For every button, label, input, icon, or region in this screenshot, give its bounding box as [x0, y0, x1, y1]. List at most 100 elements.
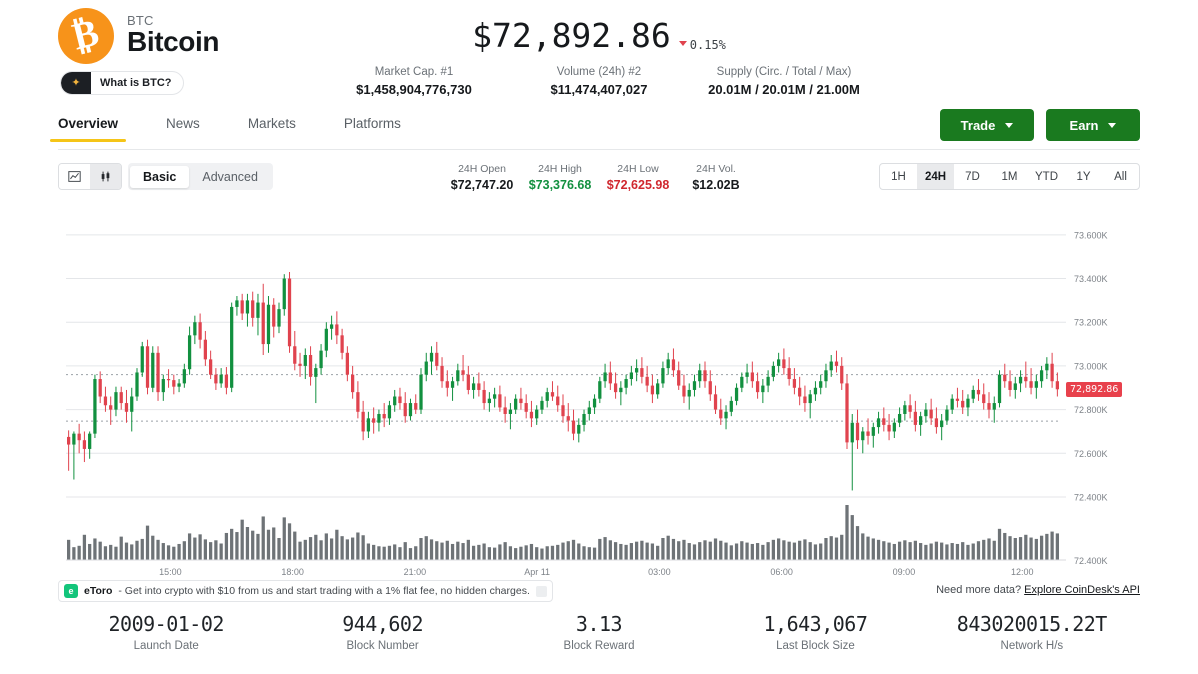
stat-value: 20.01M / 20.01M / 21.00M [708, 82, 860, 97]
bstat-value: 2009-01-02 [108, 612, 224, 636]
earn-label: Earn [1069, 117, 1099, 133]
tab-platforms[interactable]: Platforms [343, 116, 401, 131]
line-chart-icon-button[interactable] [59, 164, 90, 189]
svg-text:72.600K: 72.600K [1074, 449, 1108, 459]
ohlc-high: 24H High $73,376.68 [521, 163, 599, 192]
mode-advanced[interactable]: Advanced [202, 169, 258, 184]
api-note-prefix: Need more data? [936, 584, 1025, 596]
bstat-label: Launch Date [133, 640, 199, 652]
stat-supply: Supply (Circ. / Total / Max) 20.01M / 20… [692, 66, 877, 97]
ohlc-open: 24H Open $72,747.20 [443, 163, 521, 192]
ohlc-label: 24H Open [458, 163, 506, 175]
tab-markets[interactable]: Markets [247, 116, 296, 131]
svg-text:18:00: 18:00 [281, 567, 304, 577]
stat-label: Supply (Circ. / Total / Max) [716, 66, 852, 78]
stat-block-reward: 3.13 Block Reward [491, 612, 707, 652]
coin-identity: ₿ BTC Bitcoin [58, 8, 219, 64]
market-stats: Market Cap. #1 $1,458,904,776,730 Volume… [0, 66, 1198, 97]
what-is-btc-button[interactable]: ✦ What is BTC? [60, 71, 184, 95]
svg-text:06:00: 06:00 [770, 567, 793, 577]
api-note: Need more data? Explore CoinDesk's API [936, 584, 1140, 596]
promo-banner[interactable]: e eToro - Get into crypto with $10 from … [58, 580, 553, 602]
stat-network-hashrate: 843020015.22T Network H/s [924, 612, 1140, 652]
stat-block-number: 944,602 Block Number [274, 612, 490, 652]
what-is-btc-label: What is BTC? [100, 77, 172, 89]
mode-basic[interactable]: Basic [130, 165, 190, 188]
svg-text:09:00: 09:00 [893, 567, 916, 577]
sparkle-icon: ✦ [71, 76, 81, 89]
candlestick-chart-icon [101, 171, 110, 182]
coin-name-block: BTC Bitcoin [127, 8, 219, 58]
chart-type-switch [58, 163, 122, 190]
price-chart[interactable]: 73.600K 73.400K 73.200K 73.000K 72.800K 72.60… [58, 205, 1140, 580]
range-1y[interactable]: 1Y [1076, 170, 1091, 183]
trade-label: Trade [960, 117, 996, 133]
range-all[interactable]: All [1114, 170, 1127, 183]
range-ytd[interactable]: YTD [1035, 170, 1058, 183]
chart-toolbar: Basic Advanced 24H Open $72,747.20 24H H… [58, 163, 1140, 193]
stat-last-block-size: 1,643,067 Last Block Size [707, 612, 923, 652]
range-1m[interactable]: 1M [1001, 170, 1018, 183]
promo-brand: eToro [84, 585, 113, 597]
candlestick-chart-icon-button[interactable] [90, 164, 121, 189]
bitcoin-logo-icon: ₿ [58, 8, 114, 64]
bstat-label: Block Reward [563, 640, 635, 652]
ohlc-value: $72,625.98 [606, 178, 670, 192]
tab-overview[interactable]: Overview [49, 114, 127, 142]
bstat-value: 944,602 [342, 612, 423, 636]
price-change: 0.15% [678, 37, 726, 52]
svg-text:73.600K: 73.600K [1074, 230, 1108, 240]
trade-button[interactable]: Trade [940, 109, 1034, 141]
stat-market-cap: Market Cap. #1 $1,458,904,776,730 [322, 66, 507, 97]
coin-ticker: BTC [127, 13, 154, 28]
stat-volume: Volume (24h) #2 $11,474,407,027 [507, 66, 692, 97]
time-range-switch: 1H 24H 7D 1M YTD 1Y All [879, 163, 1140, 190]
bstat-label: Last Block Size [776, 640, 855, 652]
tab-news[interactable]: News [166, 116, 200, 131]
close-icon[interactable] [536, 585, 547, 597]
page-header: ₿ BTC Bitcoin ✦ What is BTC? $72,892.86 … [0, 0, 1198, 110]
svg-text:15:00: 15:00 [159, 567, 182, 577]
svg-text:72.400K: 72.400K [1074, 493, 1108, 503]
caret-down-icon [678, 41, 687, 46]
ohlc-summary: 24H Open $72,747.20 24H High $73,376.68 … [443, 163, 755, 192]
etoro-logo: e [64, 584, 78, 598]
cta-buttons: Trade Earn [940, 109, 1140, 141]
price-change-value: 0.15% [689, 37, 726, 52]
price-block: $72,892.86 0.15% [0, 16, 1198, 55]
line-chart-icon [68, 171, 81, 182]
bstat-label: Block Number [346, 640, 419, 652]
svg-text:72.800K: 72.800K [1074, 405, 1108, 415]
chevron-down-icon [1108, 122, 1117, 128]
earn-button[interactable]: Earn [1046, 109, 1140, 141]
range-7d[interactable]: 7D [965, 170, 980, 183]
sparkle-icon-wrap: ✦ [61, 72, 91, 94]
bstat-value: 1,643,067 [763, 612, 868, 636]
svg-text:73.000K: 73.000K [1074, 361, 1108, 371]
svg-text:21:00: 21:00 [404, 567, 427, 577]
svg-text:72.400K: 72.400K [1074, 556, 1108, 566]
stat-label: Market Cap. #1 [374, 66, 454, 78]
api-link[interactable]: Explore CoinDesk's API [1024, 584, 1140, 596]
stat-launch-date: 2009-01-02 Launch Date [58, 612, 274, 652]
stat-value: $1,458,904,776,730 [356, 82, 472, 97]
bstat-value: 3.13 [575, 612, 623, 636]
range-1h[interactable]: 1H [891, 170, 906, 183]
chart-mode-switch: Basic Advanced [128, 163, 273, 190]
last-price-marker: 72,892.86 [1066, 382, 1123, 398]
page-title: Bitcoin [127, 26, 220, 57]
bstat-value: 843020015.22T [956, 612, 1108, 636]
svg-text:Apr 11: Apr 11 [524, 567, 550, 577]
svg-text:12:00: 12:00 [1011, 567, 1034, 577]
ohlc-label: 24H Vol. [696, 163, 736, 175]
range-24h[interactable]: 24H [917, 164, 954, 189]
bstat-label: Network H/s [1000, 640, 1064, 652]
candlestick-chart-svg: 73.600K 73.400K 73.200K 73.000K 72.800K 72.60… [66, 230, 1108, 577]
ohlc-value: $72,747.20 [450, 178, 514, 192]
ohlc-value: $73,376.68 [528, 178, 592, 192]
current-price: $72,892.86 [472, 16, 671, 55]
ohlc-label: 24H High [538, 163, 582, 175]
chevron-down-icon [1005, 122, 1014, 128]
ohlc-volume: 24H Vol. $12.02B [677, 163, 755, 192]
